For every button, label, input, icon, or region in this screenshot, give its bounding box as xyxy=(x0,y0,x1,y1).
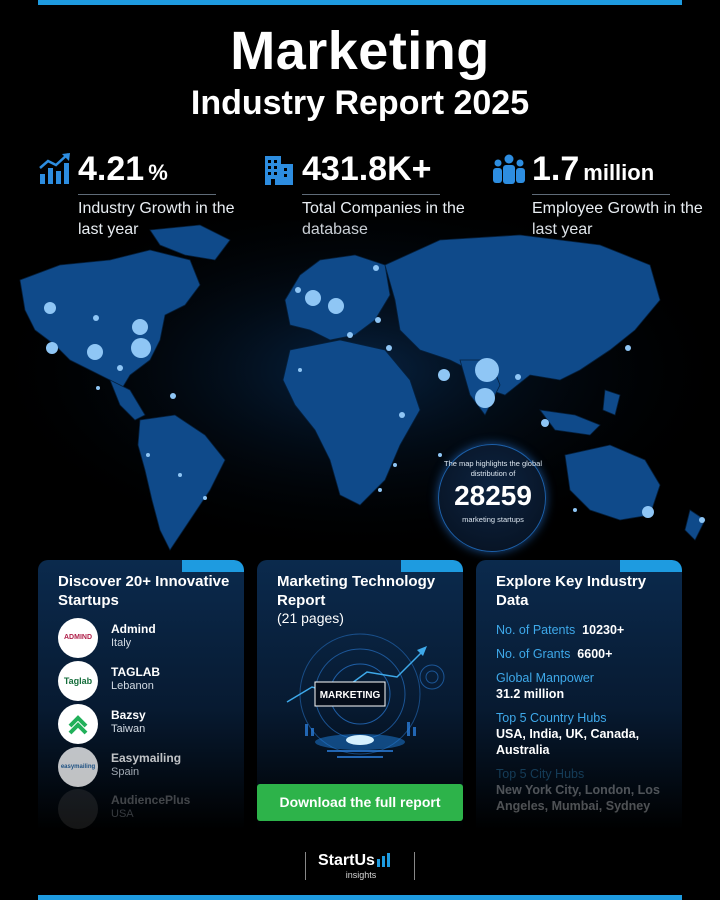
brand-sub: insights xyxy=(345,870,377,880)
stat-value: 1.7 million xyxy=(532,150,655,188)
card-title: Marketing Technology Report xyxy=(277,573,436,609)
startup-count-callout: The map highlights the global distributi… xyxy=(438,444,546,552)
startup-country: Lebanon xyxy=(111,680,154,692)
divider xyxy=(532,194,670,195)
callout-text-top: The map highlights the global distributi… xyxy=(444,459,542,478)
startup-logo: easymailing xyxy=(58,747,98,787)
data-row-country-hubs: Top 5 Country Hubs USA, India, UK, Canad… xyxy=(496,710,676,758)
startup-item[interactable]: Bazsy Taiwan xyxy=(58,704,238,744)
card-tab xyxy=(401,560,463,572)
data-key: Top 5 Country Hubs xyxy=(496,711,607,725)
divider xyxy=(302,194,440,195)
startus-insights-logo[interactable]: StartUs insights xyxy=(305,852,415,880)
startup-name: TAGLAB xyxy=(111,665,161,679)
data-value: New York City, London, Los Angeles, Mumb… xyxy=(496,783,660,813)
stat-value: 431.8K+ xyxy=(302,150,432,188)
startup-logo: ADMIND xyxy=(58,618,98,658)
startup-country: Italy xyxy=(111,637,132,649)
divider xyxy=(78,194,216,195)
startup-name: Admind xyxy=(111,622,156,636)
map-south-america xyxy=(137,414,226,551)
startup-item[interactable]: AudiencePlus USA xyxy=(58,789,238,829)
download-report-button[interactable]: Download the full report xyxy=(257,784,463,821)
industry-data-card: Explore Key Industry Data No. of Patents… xyxy=(476,560,682,830)
buildings-icon xyxy=(265,156,293,185)
top-accent-bar xyxy=(38,0,682,5)
page-count: (21 pages) xyxy=(277,610,344,626)
stat-value: 4.21% xyxy=(78,150,168,188)
page-title: Marketing xyxy=(230,21,490,81)
bottom-accent-bar xyxy=(38,895,682,900)
data-key: No. of Grants xyxy=(496,647,571,661)
startup-name: Bazsy xyxy=(111,708,146,722)
people-icon xyxy=(493,154,525,184)
data-row-manpower: Global Manpower 31.2 million xyxy=(496,670,676,702)
data-value: USA, India, UK, Canada, Australia xyxy=(496,727,640,757)
startup-logo xyxy=(58,789,98,829)
startup-logo: Taglab xyxy=(58,661,98,701)
map-europe xyxy=(284,254,391,341)
startup-name: Easymailing xyxy=(111,751,182,765)
signal-bars-icon xyxy=(376,853,390,867)
startup-item[interactable]: easymailing Easymailing Spain xyxy=(58,747,238,787)
card-tab xyxy=(182,560,244,572)
startup-item[interactable]: Taglab TAGLAB Lebanon xyxy=(58,661,238,701)
world-map xyxy=(0,220,720,560)
bazsy-logo-icon xyxy=(68,715,88,735)
startups-card: Discover 20+ Innovative Startups ADMIND … xyxy=(38,560,244,830)
startup-name: AudiencePlus xyxy=(111,793,191,807)
card-title: Explore Key Industry Data xyxy=(496,573,647,609)
marketing-tech-illustration: MARKETING xyxy=(286,633,445,758)
page-subtitle: Industry Report 2025 xyxy=(190,84,530,122)
data-row-patents: No. of Patents 10230+ xyxy=(496,622,676,638)
map-africa xyxy=(282,339,421,506)
card-title: Discover 20+ Innovative Startups xyxy=(58,573,230,609)
brand-name: StartUs xyxy=(318,852,391,870)
startup-country: USA xyxy=(111,808,134,820)
data-key: Top 5 City Hubs xyxy=(496,767,585,781)
marketing-label: MARKETING xyxy=(320,690,381,701)
callout-text-bottom: marketing startups xyxy=(462,515,524,524)
startup-country: Spain xyxy=(111,766,140,778)
callout-number: 28259 xyxy=(454,480,532,511)
data-row-city-hubs: Top 5 City Hubs New York City, London, L… xyxy=(496,766,676,814)
startup-item[interactable]: ADMIND Admind Italy xyxy=(58,618,238,658)
card-tab xyxy=(620,560,682,572)
data-key: No. of Patents xyxy=(496,623,576,637)
startup-country: Taiwan xyxy=(111,723,146,735)
data-value: 6600+ xyxy=(577,647,613,661)
startup-logo xyxy=(58,704,98,744)
data-row-grants: No. of Grants 6600+ xyxy=(496,646,676,662)
data-key: Global Manpower xyxy=(496,671,594,685)
map-asia xyxy=(384,234,661,396)
bar-chart-growth-icon xyxy=(39,153,70,184)
data-value: 31.2 million xyxy=(496,687,565,701)
data-value: 10230+ xyxy=(582,623,625,637)
